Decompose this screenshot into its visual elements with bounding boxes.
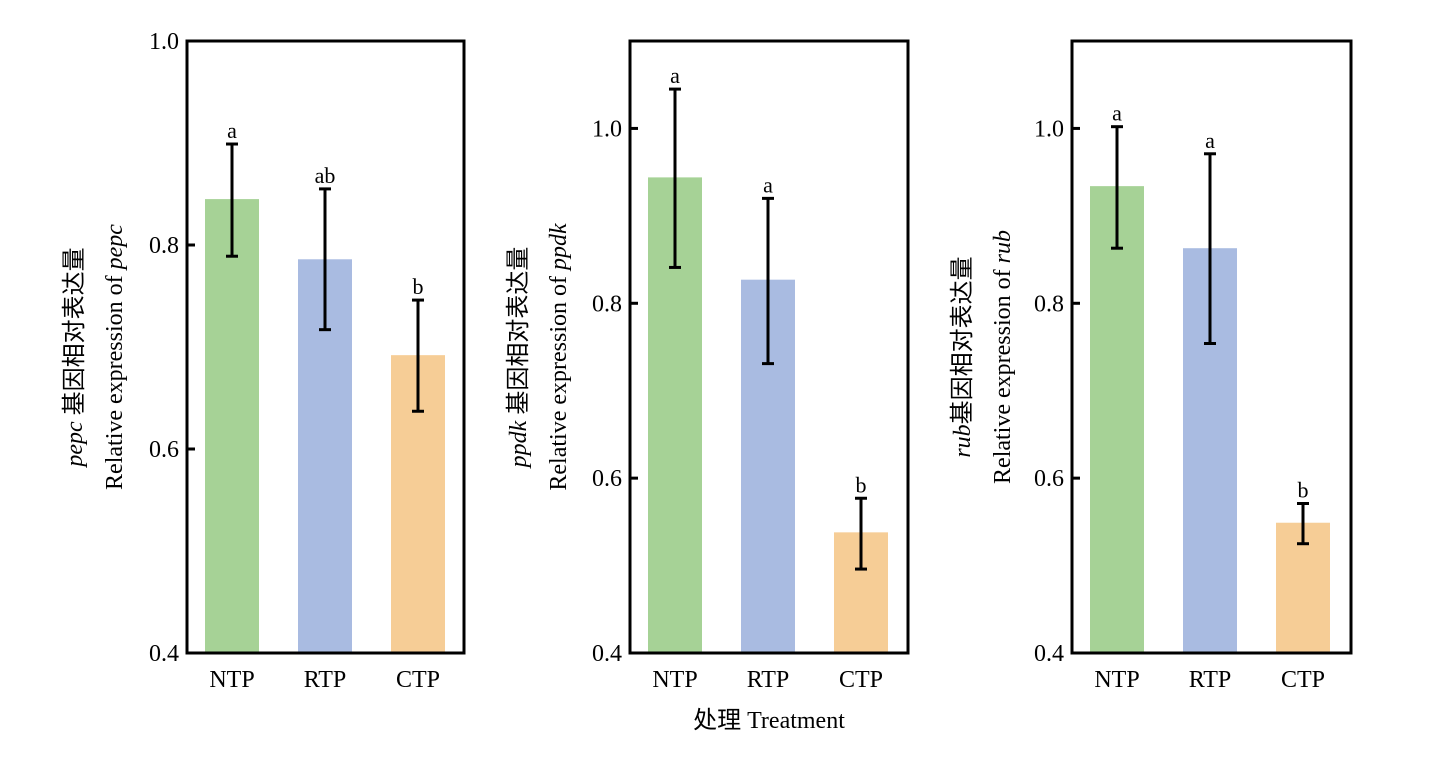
gene-name: rub <box>990 230 1016 263</box>
x-axis-title: 处理 Treatment <box>693 707 845 734</box>
y-axis-title-cn-text: 基因相对表达量 <box>949 256 976 424</box>
significance-label: b <box>413 274 424 299</box>
error-bar-rtp <box>762 196 774 366</box>
x-tick-label: CTP <box>1281 667 1325 693</box>
significance-label: b <box>1298 477 1309 502</box>
error-bar-ctp <box>855 496 867 571</box>
x-tick-label: NTP <box>652 667 697 693</box>
x-tick-label: NTP <box>209 667 254 693</box>
significance-label: ab <box>315 163 336 188</box>
y-axis-title-cn: pepc 基因相对表达量 <box>61 247 88 468</box>
y-axis-title-en: Relative expression of ppdk <box>546 223 572 491</box>
significance-label: a <box>1205 128 1215 153</box>
error-bar-ntp <box>226 142 238 258</box>
gene-name: ppdk <box>506 420 532 469</box>
y-tick-label: 0.6 <box>592 466 622 492</box>
gene-name: ppdk <box>546 223 572 272</box>
y-tick-label: 0.8 <box>1034 291 1064 317</box>
error-bar-rtp <box>1204 152 1216 346</box>
error-bar-ctp <box>412 298 424 413</box>
y-axis-title-en: Relative expression of pepc <box>102 224 128 490</box>
y-tick-label: 0.6 <box>1034 466 1064 492</box>
y-tick-label: 0.8 <box>592 291 622 317</box>
y-tick-label: 0.4 <box>1034 641 1064 667</box>
plot-frame <box>185 39 466 655</box>
y-tick-label: 1.0 <box>1034 116 1064 142</box>
significance-label: a <box>670 63 680 88</box>
y-axis-title-en-text: Relative expression of <box>546 270 572 491</box>
y-tick-label: 1.0 <box>592 116 622 142</box>
error-bar-ntp <box>1111 125 1123 250</box>
y-axis-title-cn: ppdk 基因相对表达量 <box>505 247 532 470</box>
y-axis-title-en-text: Relative expression of <box>990 263 1016 484</box>
y-axis-title-en-text: Relative expression of <box>102 269 128 490</box>
x-tick-label: RTP <box>747 667 790 693</box>
error-bar-rtp <box>319 187 331 332</box>
y-axis-title-cn: rub基因相对表达量 <box>949 256 976 457</box>
bar-ntp <box>1090 186 1144 654</box>
x-tick-label: CTP <box>396 667 440 693</box>
x-tick-label: RTP <box>1189 667 1232 693</box>
x-tick-label: CTP <box>839 667 883 693</box>
plot-frame <box>1070 39 1353 655</box>
error-bar-ctp <box>1297 501 1309 546</box>
bar-ntp <box>205 199 259 653</box>
gene-name: pepc <box>102 224 128 272</box>
error-bar-ntp <box>669 87 681 269</box>
significance-label: a <box>1112 101 1122 126</box>
y-tick-label: 0.4 <box>592 641 622 667</box>
y-tick-label: 1.0 <box>149 29 179 55</box>
y-tick-label: 0.6 <box>149 437 179 463</box>
y-tick-label: 0.8 <box>149 233 179 259</box>
plot-frame <box>628 39 910 655</box>
x-tick-label: NTP <box>1094 667 1139 693</box>
y-axis-title-cn-text: 基因相对表达量 <box>61 247 88 421</box>
significance-label: a <box>227 118 237 143</box>
chart-panel-pepc: a ab b 0.4 0.6 0.8 1.0 NTP RTP CTP pepc 基因相对表达量 Rel… <box>61 29 466 693</box>
significance-label: a <box>763 172 773 197</box>
y-axis-title-en: Relative expression of rub <box>990 230 1016 484</box>
significance-label: b <box>856 472 867 497</box>
gene-name: rub <box>950 424 976 457</box>
y-axis-title-cn-text: 基因相对表达量 <box>505 247 532 421</box>
x-tick-label: RTP <box>304 667 347 693</box>
gene-name: pepc <box>62 421 88 469</box>
y-tick-label: 0.4 <box>149 641 179 667</box>
chart-panel-ppdk: a a b 0.4 0.6 0.8 1.0 NTP RTP CTP ppdk 基因相对表达量 Rela… <box>505 39 910 693</box>
